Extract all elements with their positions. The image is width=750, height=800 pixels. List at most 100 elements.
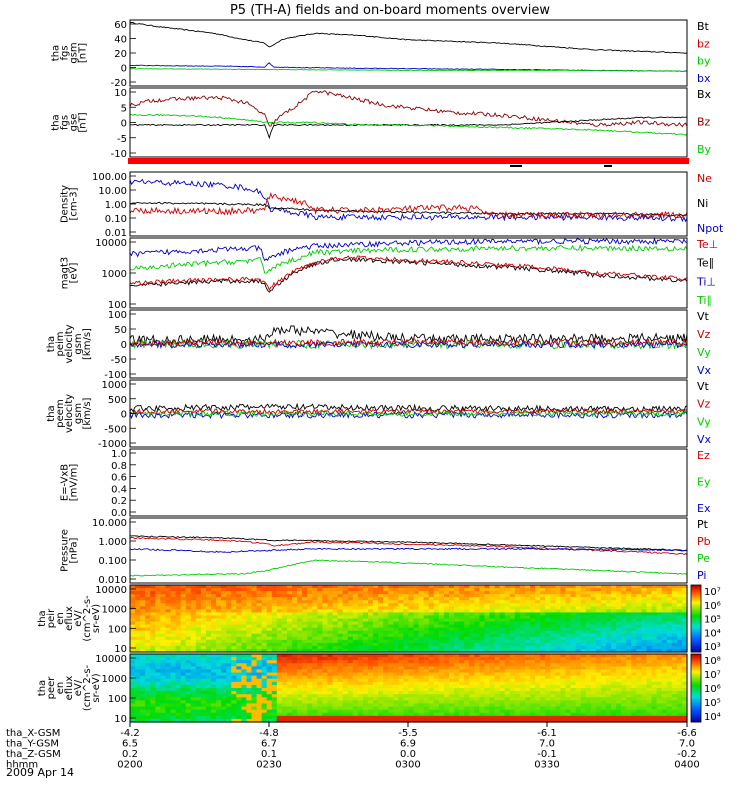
- ylabel-line: eV/: [73, 610, 84, 627]
- series-Pi: [129, 547, 688, 553]
- time-row-value: 0200: [117, 760, 142, 771]
- series-Vz: [129, 407, 688, 415]
- strip-flag: [510, 165, 522, 167]
- series-by: [129, 68, 688, 72]
- colorbar-tick: 10⁴: [704, 712, 721, 723]
- ytick-label: 0.0: [111, 508, 127, 519]
- series-Npot: [129, 178, 688, 223]
- ylabel-line: peir: [46, 608, 57, 628]
- ylabel-line: peim: [55, 331, 66, 356]
- time-row-value: -4.2: [120, 728, 140, 739]
- ytick-label: 0: [121, 64, 127, 75]
- ylabel-line: en: [55, 612, 66, 625]
- ytick-label: 10000: [95, 654, 127, 665]
- time-row-value: -6.1: [537, 728, 557, 739]
- ytick-label: 0: [121, 340, 127, 351]
- ylabel-line: velocity: [64, 394, 75, 433]
- ytick-label: 40: [114, 35, 127, 46]
- ytick-label: -100: [104, 370, 127, 381]
- time-row-value: 0400: [674, 760, 699, 771]
- legend-Ey: Ey: [697, 476, 711, 489]
- legend-Vt: Vt: [697, 380, 710, 393]
- legend-Ex: Ex: [697, 502, 711, 515]
- ytick-label: 10: [114, 88, 127, 99]
- time-row-value: 6.9: [400, 739, 416, 750]
- panel-frame: [129, 517, 688, 584]
- legend-Pe: Pe: [697, 552, 710, 565]
- colorbar-tick: 10⁷: [704, 670, 721, 681]
- series-Vt: [129, 402, 688, 414]
- legend-Ez: Ez: [697, 449, 710, 462]
- spectrogram: [130, 585, 688, 653]
- ylabel-line: fgs: [60, 45, 71, 60]
- ylabel-line: [nT]: [78, 43, 89, 63]
- ylabel-line: tha: [37, 610, 48, 626]
- series-Vx: [129, 410, 688, 420]
- ylabel-line: eflux: [64, 606, 75, 631]
- ylabel-line: gsm: [73, 403, 84, 424]
- series-Vx: [129, 339, 688, 350]
- colorbar-tick: 10⁵: [704, 698, 721, 709]
- ytick-label: 1000: [102, 605, 127, 616]
- legend-bx: bx: [697, 72, 711, 85]
- series-Ti⊥: [129, 237, 688, 262]
- panel-frame: [129, 19, 688, 87]
- ytick-label: -50: [111, 355, 127, 366]
- ytick-label: 1.0: [111, 449, 127, 460]
- ylabel-line: eflux: [64, 676, 75, 701]
- time-row-label: hhmm: [6, 760, 38, 771]
- series-Pe: [129, 559, 688, 577]
- legend-Te∥: Te∥: [696, 257, 714, 270]
- ytick-label: 0.01: [105, 228, 127, 239]
- series-Te∥: [129, 256, 688, 293]
- time-row-value: 0330: [534, 760, 559, 771]
- ytick-label: 100.00: [92, 172, 127, 183]
- legend-Vy: Vy: [697, 415, 711, 428]
- ylabel-line: velocity: [64, 324, 75, 363]
- ytick-label: 1000: [102, 269, 127, 280]
- legend-Bx: Bx: [697, 88, 712, 101]
- series-Te⊥: [129, 255, 688, 291]
- ytick-label: 20: [114, 49, 127, 60]
- time-row-value: -0.2: [677, 749, 697, 760]
- ylabel-line: tha: [46, 405, 57, 421]
- time-row-label: tha_X-GSM: [6, 728, 60, 739]
- time-row-value: 6.5: [122, 739, 138, 750]
- time-row-value: 0.0: [400, 749, 416, 760]
- legend-Ti∥: Ti∥: [696, 294, 712, 307]
- ylabel-line: sr-eV): [91, 673, 102, 702]
- ytick-label: 10000: [95, 585, 127, 596]
- time-row-value: -5.5: [398, 728, 418, 739]
- colorbar-tick: 10³: [704, 642, 721, 653]
- ylabel-line: [eV]: [69, 263, 80, 284]
- legend-Ne: Ne: [697, 172, 712, 185]
- ylabel-line: (cm^2-s-: [82, 595, 93, 642]
- series-Vt: [129, 325, 688, 345]
- time-row-value: -6.6: [677, 728, 697, 739]
- ylabel-line: eV/: [73, 679, 84, 696]
- ytick-label: 0.2: [111, 496, 127, 507]
- time-row-value: 0230: [256, 760, 281, 771]
- colorbar-frame: [690, 584, 702, 653]
- colorbar-frame: [690, 653, 702, 723]
- ytick-label: 1000: [102, 380, 127, 391]
- time-row-value: 0.1: [261, 749, 277, 760]
- time-row-label: tha_Y-GSM: [6, 739, 59, 750]
- ylabel-line: gse: [69, 114, 80, 132]
- ylabel-line: peem: [55, 399, 66, 427]
- ytick-label: 0.100: [98, 556, 127, 567]
- colorbar: 10⁷ 10⁶ 10⁵ 10⁴ 10³: [690, 584, 721, 653]
- series-Bz: [129, 90, 688, 128]
- ytick-label: 0: [121, 410, 127, 421]
- plot-title: P5 (TH-A) fields and on-board moments ov…: [230, 3, 550, 18]
- ylabel-line: en: [55, 682, 66, 695]
- legend-Vx: Vx: [697, 364, 712, 377]
- legend-By: By: [697, 143, 712, 156]
- panels-group: thafgsgsm[nT]6040200-20Btbzbybxthafgsgse…: [37, 19, 724, 725]
- ylabel-line: tha: [46, 336, 57, 352]
